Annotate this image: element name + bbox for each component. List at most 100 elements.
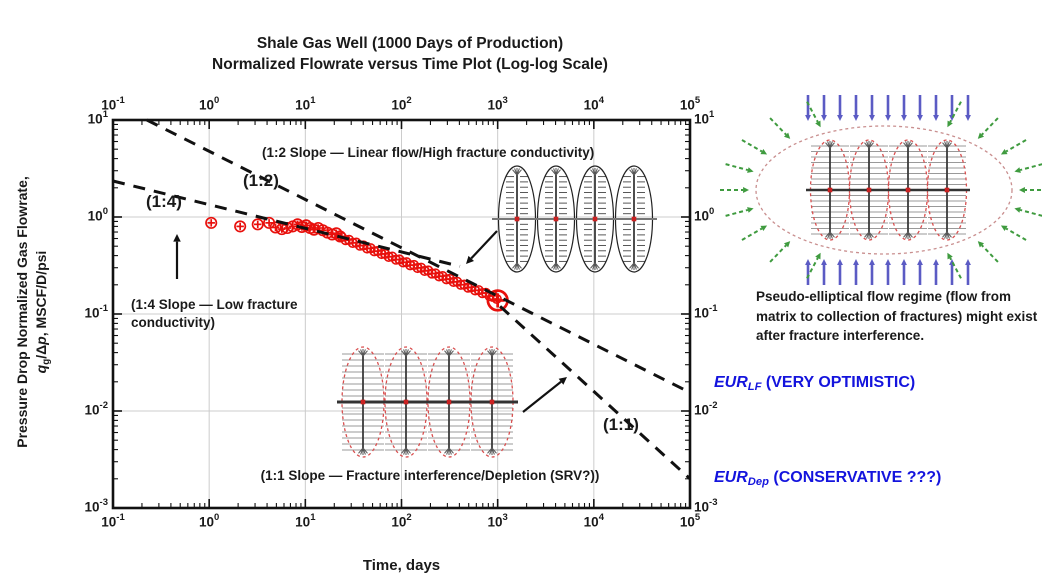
elliptical-inflow-arrow [949, 257, 962, 279]
tick-label: 104 [583, 512, 604, 530]
tick-label: 102 [391, 512, 412, 530]
annotation-slope-1-1: (1:1 Slope — Fracture interference/Deple… [260, 468, 600, 483]
inset-srv-fracture-interference [337, 346, 518, 458]
matrix-inflow-arrow-top-head [885, 115, 891, 121]
elliptical-inflow-arrow [1019, 208, 1042, 217]
data-point [205, 216, 218, 229]
elliptical-inflow-arrow-head [783, 241, 791, 248]
elliptical-inflow-arrow [981, 244, 999, 263]
elliptical-inflow-arrow [741, 139, 763, 153]
arrow-to-quarter-slope-head [173, 234, 181, 242]
elliptical-inflow-arrow-head [747, 207, 754, 213]
elliptical-inflow-arrow-head [760, 225, 768, 232]
slope-1-1 [499, 305, 692, 480]
matrix-inflow-arrow-bottom-head [821, 259, 827, 265]
elliptical-inflow-arrow [769, 244, 787, 263]
label-slope-1-2: (1:2) [243, 171, 279, 190]
arrow-to-data-trend [470, 230, 498, 260]
matrix-inflow-arrow-bottom-head [917, 259, 923, 265]
tick-label: 103 [487, 512, 508, 530]
elliptical-inflow-arrow [1005, 227, 1027, 241]
plot-frame [111, 118, 692, 510]
tick-label: 10-3 [694, 497, 718, 515]
tick-label: 10-2 [84, 400, 108, 418]
tick-label: 100 [694, 206, 715, 224]
tick-label: 100 [198, 512, 220, 530]
elliptical-inflow-arrow-head [947, 120, 953, 128]
elliptical-inflow-arrow-head [1000, 225, 1008, 232]
elliptical-inflow-arrow [1005, 139, 1027, 153]
tick-label: 104 [583, 95, 604, 113]
pseudo-elliptical-fracture-array [806, 139, 970, 241]
matrix-inflow-arrow-top-head [917, 115, 923, 121]
chart-title-line2: Normalized Flowrate versus Time Plot (Lo… [212, 56, 608, 73]
matrix-inflow-arrow-top-head [837, 115, 843, 121]
pseudo-elliptical-caption: Pseudo-elliptical flow regime (flow from… [756, 289, 1038, 343]
matrix-inflow-arrow-bottom-head [965, 259, 971, 265]
elliptical-inflow-arrow [725, 163, 749, 172]
elliptical-inflow-arrow-head [747, 167, 754, 173]
elliptical-inflow-arrow-head [977, 241, 985, 248]
elliptical-inflow-arrow-head [1014, 167, 1021, 173]
slope-1-2 [146, 118, 691, 394]
eur-dep-label: EURDep (CONSERVATIVE ???) [714, 469, 942, 489]
elliptical-inflow-arrow-head [1000, 148, 1008, 155]
tick-label: 101 [694, 109, 715, 127]
matrix-inflow-arrow-bottom-head [853, 259, 859, 265]
arrow-to-unit-slope [522, 380, 562, 413]
elliptical-inflow-arrow [949, 101, 962, 123]
matrix-inflow-arrow-bottom-head [933, 259, 939, 265]
tick-label: 102 [391, 95, 412, 113]
data-point [234, 220, 247, 233]
matrix-inflow-arrow-bottom-head [805, 259, 811, 265]
matrix-inflow-arrow-top-head [821, 115, 827, 121]
chart-title-line1: Shale Gas Well (1000 Days of Production) [256, 35, 564, 52]
elliptical-inflow-arrow-head [815, 252, 821, 260]
elliptical-inflow-arrow [725, 208, 749, 217]
y-axis-label-line2: qg/Δp, MSCF/D/psi [33, 250, 52, 374]
matrix-inflow-arrow-bottom-head [901, 259, 907, 265]
y-axis-label-line1: Pressure Drop Normalized Gas Flowrate, [14, 176, 30, 448]
elliptical-inflow-arrow-head [815, 120, 821, 128]
slope-1-4 [112, 179, 461, 268]
annotation-slope-1-2: (1:2 Slope — Linear flow/High fracture c… [262, 145, 595, 160]
elliptical-inflow-arrow [806, 257, 819, 279]
tick-label: 10-2 [694, 400, 718, 418]
elliptical-inflow-arrow [769, 117, 787, 136]
elliptical-inflow-arrow-head [1014, 207, 1021, 213]
data-point [269, 221, 282, 234]
matrix-inflow-arrow-bottom-head [837, 259, 843, 265]
label-slope-1-1: (1:1) [603, 415, 639, 434]
annotation-slope-1-4: (1:4 Slope — Low fracture conductivity) [131, 297, 298, 330]
data-point [251, 218, 264, 231]
elliptical-inflow-arrow-head [1019, 187, 1025, 193]
tick-label: 10-1 [101, 95, 125, 113]
elliptical-inflow-arrow [1019, 163, 1042, 172]
tick-label: 105 [679, 95, 701, 113]
matrix-inflow-arrow-bottom-head [885, 259, 891, 265]
matrix-inflow-arrow-top-head [901, 115, 907, 121]
elliptical-inflow-arrow-head [977, 132, 985, 139]
matrix-inflow-arrow-bottom-head [869, 259, 875, 265]
pseudo-elliptical-boundary [755, 125, 1013, 255]
arrow-to-data-trend-head [466, 255, 474, 264]
matrix-inflow-arrow-top-head [933, 115, 939, 121]
tick-label: 101 [295, 95, 316, 113]
elliptical-inflow-arrow-head [947, 252, 953, 260]
label-slope-1-4: (1:4) [146, 192, 182, 211]
tick-label: 100 [198, 95, 220, 113]
matrix-inflow-arrow-top-head [869, 115, 875, 121]
matrix-inflow-arrow-top-head [805, 115, 811, 121]
elliptical-inflow-arrow-head [783, 132, 791, 139]
tick-label: 101 [295, 512, 316, 530]
tick-label: 10-3 [84, 497, 108, 515]
tick-label: 100 [87, 206, 108, 224]
tick-label: 10-1 [101, 512, 125, 530]
elliptical-inflow-arrow [741, 227, 763, 241]
matrix-inflow-arrow-top-head [965, 115, 971, 121]
tick-label: 10-1 [84, 303, 108, 321]
x-axis-label: Time, days [362, 557, 441, 574]
tick-label: 103 [487, 95, 508, 113]
tick-label: 10-1 [694, 303, 718, 321]
